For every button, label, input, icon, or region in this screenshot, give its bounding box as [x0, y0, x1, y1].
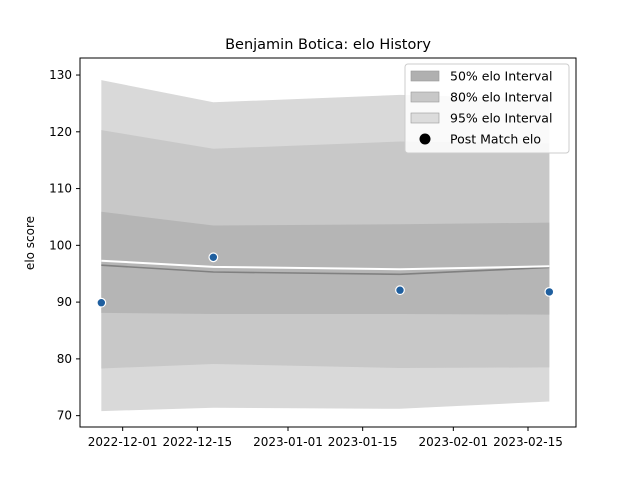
x-tick-label: 2022-12-01 — [88, 435, 158, 449]
post-match-point — [395, 285, 405, 296]
y-tick-label: 120 — [49, 125, 72, 139]
legend-swatch — [410, 91, 440, 103]
legend-box — [404, 63, 570, 154]
legend-label: 50% elo Interval — [450, 69, 552, 84]
series-lines — [101, 259, 550, 276]
post-match-point — [544, 287, 555, 297]
elo-center-line — [101, 264, 550, 276]
post-match-point — [208, 252, 219, 263]
y-tick-label: 130 — [49, 68, 72, 82]
band-50-interval — [101, 211, 550, 315]
legend-label: 95% elo Interval — [450, 111, 552, 126]
y-tick-label: 70 — [57, 409, 72, 423]
x-tick-label: 2023-02-01 — [418, 435, 488, 449]
y-axis-label: elo score — [23, 216, 37, 270]
axes: 70 80 90 100 110 120 130 2022-12-01 2022-12-15 20… — [49, 57, 577, 449]
legend: 50% elo Interval 80% elo Interval 95% elo … — [404, 63, 570, 154]
reference-line — [101, 259, 550, 271]
legend-swatch — [410, 70, 440, 82]
x-tick-label: 2022-12-15 — [162, 435, 232, 449]
legend-marker — [419, 133, 431, 145]
chart-title: Benjamin Botica: elo History — [225, 37, 431, 53]
x-tick-label: 2023-01-15 — [328, 435, 398, 449]
plot-frame — [79, 57, 577, 428]
x-tick-label: 2023-02-15 — [493, 435, 563, 449]
post-match-point — [96, 297, 107, 308]
x-tick-label: 2023-01-01 — [253, 435, 323, 449]
post-match-points — [96, 252, 555, 308]
legend-label: Post Match elo — [450, 132, 541, 147]
y-tick-label: 90 — [57, 295, 72, 309]
y-tick-label: 100 — [49, 238, 72, 252]
interval-bands — [101, 80, 550, 412]
legend-label: 80% elo Interval — [450, 90, 552, 105]
y-tick-label: 110 — [49, 182, 72, 196]
legend-swatch — [410, 112, 440, 124]
y-tick-label: 80 — [57, 352, 72, 366]
